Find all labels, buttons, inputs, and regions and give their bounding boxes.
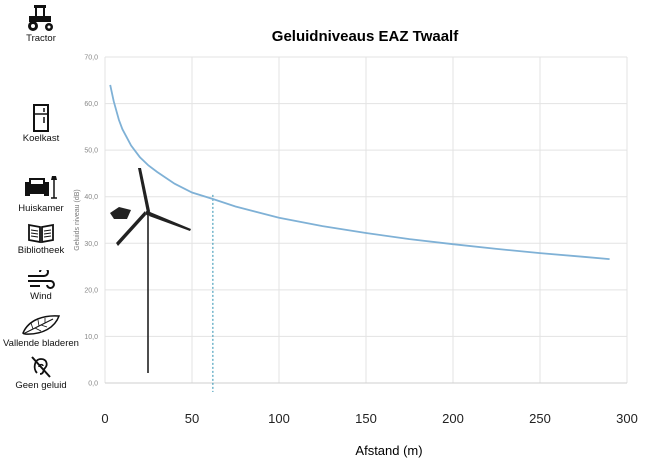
x-tick-label: 300 (616, 411, 638, 426)
x-tick-label: 250 (529, 411, 551, 426)
wind-turbine-nacelle (110, 207, 131, 219)
y-axis-label: Geluids niveau (dB) (74, 189, 81, 250)
y-tick-label: 30,0 (84, 241, 98, 248)
legend-item-geen-geluid: Geen geluid (2, 355, 80, 391)
y-tick-label: 50,0 (84, 148, 98, 155)
legend-label-geen-geluid: Geen geluid (15, 380, 67, 391)
x-tick-label: 150 (355, 411, 377, 426)
x-tick-label: 100 (268, 411, 290, 426)
legend-item-koelkast: Koelkast (2, 104, 80, 144)
legend-label-bibliotheek: Bibliotheek (17, 245, 65, 256)
leaf-icon (22, 315, 61, 335)
legend-label-koelkast: Koelkast (22, 133, 60, 144)
legend-label-huiskamer: Huiskamer (18, 203, 64, 214)
grid (104, 56, 628, 384)
no-sound-icon (31, 356, 51, 378)
y-tick-label: 20,0 (84, 287, 98, 294)
y-tick-label: 10,0 (84, 334, 98, 341)
legend-label-wind: Wind (30, 291, 52, 302)
library-book-icon (28, 223, 54, 244)
legend-item-tractor: Tractor (2, 4, 80, 44)
y-tick-label: 40,0 (84, 194, 98, 201)
living-room-icon (25, 176, 57, 199)
chart-title: Geluidniveaus EAZ Twaalf (272, 28, 459, 45)
x-tick-label: 50 (185, 411, 199, 426)
legend-label-vallende-bladeren: Vallende bladeren (3, 338, 79, 349)
x-tick-label: 200 (442, 411, 464, 426)
y-tick-label: 0,0 (88, 381, 98, 388)
y-axis-ticks: 0,0 10,0 20,0 30,0 40,0 50,0 60,0 70,0 (84, 55, 98, 388)
y-tick-label: 70,0 (84, 55, 98, 62)
tractor-icon (28, 5, 53, 31)
fridge-icon (33, 104, 49, 132)
wind-icon (28, 270, 55, 289)
legend-item-wind: Wind (2, 270, 80, 302)
legend-item-vallende-bladeren: Vallende bladeren (2, 313, 80, 349)
legend-label-tractor: Tractor (26, 33, 56, 44)
y-tick-label: 60,0 (84, 101, 98, 108)
series-line (109, 84, 610, 260)
x-axis-label: Afstand (m) (355, 443, 422, 458)
wind-turbine-icon (116, 168, 191, 373)
legend-item-huiskamer: Huiskamer (2, 176, 80, 214)
legend-item-bibliotheek: Bibliotheek (2, 222, 80, 256)
x-tick-label: 0 (101, 411, 108, 426)
x-axis-ticks: 0 50 100 150 200 250 300 (101, 411, 637, 426)
